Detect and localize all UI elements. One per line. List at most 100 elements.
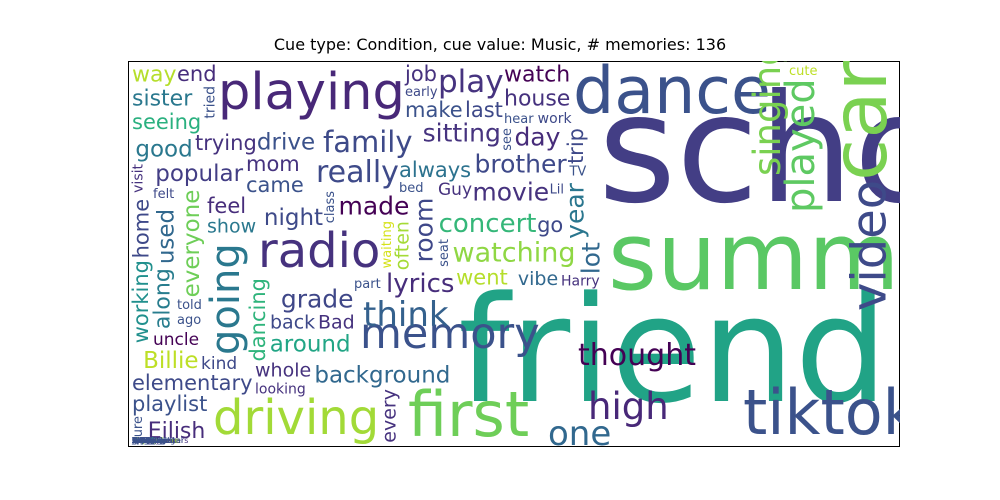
word-screen: screen [132,436,159,445]
word-sang: sang [132,436,151,445]
word-car: car [816,61,900,181]
word-styles: Styles [132,436,156,445]
word-break: break [132,436,155,445]
word-trying: trying [195,131,257,155]
word-really: really [316,155,399,190]
word-know: know [132,436,154,445]
word-hanging: Hanging [132,436,165,445]
word-repeat: repeat [132,436,158,445]
word-ago: ago [177,313,201,328]
word-everyone: everyone [179,190,205,298]
word-summer: summer [608,203,900,312]
word-brother: brother [474,150,567,179]
word-nas: Nas [132,436,147,445]
word-singing: singing [746,61,789,176]
word-knew: knew [132,436,154,445]
word-guy: Guy [438,180,472,200]
word-grade: grade [281,284,354,313]
word-seat: seat [437,239,452,267]
word-obsessed: obsessed [132,436,169,445]
word-movie: movie [472,177,549,206]
word-go: go [537,213,563,237]
word-library: library [132,436,158,445]
word-back: back [270,311,315,333]
word-high: high [588,385,669,428]
word-singer: singer [132,436,157,445]
word-super: super [132,436,155,445]
word-though: though [132,436,160,445]
word-working: working [129,260,153,343]
word-early: early [405,85,438,100]
word-playing: playing [218,63,405,122]
word-used: used [154,209,180,264]
word-spiderverse: Spiderverse [132,436,180,445]
word-drive: drive [257,130,315,156]
word-bowl: bowl [132,436,151,445]
word-friend: friend [458,265,888,436]
word-tv: TV [568,165,586,180]
word-told: told [177,298,202,313]
word-old: old [132,436,144,445]
word-mall: mall [132,436,149,445]
word-middle: middle [132,436,159,445]
word-came: came [246,173,304,197]
word-opening: opening [132,436,164,445]
word-want: want [132,436,152,445]
word-dancing: dancing [246,278,270,362]
word-trending: trending [132,436,166,445]
word-seeing: seeing [132,110,201,134]
word-evening: Evening [132,436,164,445]
word-visit: visit [131,164,147,193]
word-using: using [132,436,154,445]
word-looking: looking [255,382,306,398]
word-waiting: waiting [380,221,395,268]
word-lyrics: lyrics [386,269,454,299]
word-driving: driving [213,390,379,446]
word-school: school [598,63,900,237]
word-street: street [132,436,155,445]
word-event: event [132,436,155,445]
word-showed: showed [132,436,163,445]
word-lot: lot [576,242,605,274]
word-way: way [132,63,177,88]
word-class: class [323,191,338,223]
word-always: always [399,158,471,182]
word-make: make [405,98,463,122]
word-often: often [391,221,413,270]
word-sent: sent [132,436,149,445]
word-chainsmokers: Chainsmokers [132,436,188,445]
word-play: play [438,64,504,100]
word-went: went [456,266,508,290]
word-sure: sure [131,416,146,444]
word-pandemic: pandemic [132,436,171,445]
word-house: house [504,87,570,112]
word-main: main [132,436,152,445]
word-everywhere: everywhere [132,436,179,445]
word-little: little [132,436,150,445]
word-memory: memory [360,309,540,359]
word-cute: cute [789,64,817,79]
word-many: many [132,436,155,445]
word-study: study [132,436,154,445]
word-people: people [132,436,159,445]
word-whole: whole [255,359,311,381]
word-making: making [132,436,162,445]
word-watched: watched [132,436,166,445]
word-outside: outside [132,436,162,445]
word-released: released [132,436,166,445]
word-saw: saw [132,436,148,445]
word-background: background [314,362,450,388]
word-first: first [408,378,529,447]
word-playlist: playlist [132,392,207,416]
word-youtube: Youtube [131,436,164,445]
word-near: near [132,436,151,445]
word-someone: someone [132,436,169,445]
word-said: said [132,436,148,445]
plot-frame [128,61,900,447]
word-end: end [177,62,217,86]
word-see: see [500,128,515,151]
word-played: played [778,78,824,213]
word-late: late [132,436,147,445]
word-together: together [132,436,167,445]
word-billie: Billie [143,348,198,374]
